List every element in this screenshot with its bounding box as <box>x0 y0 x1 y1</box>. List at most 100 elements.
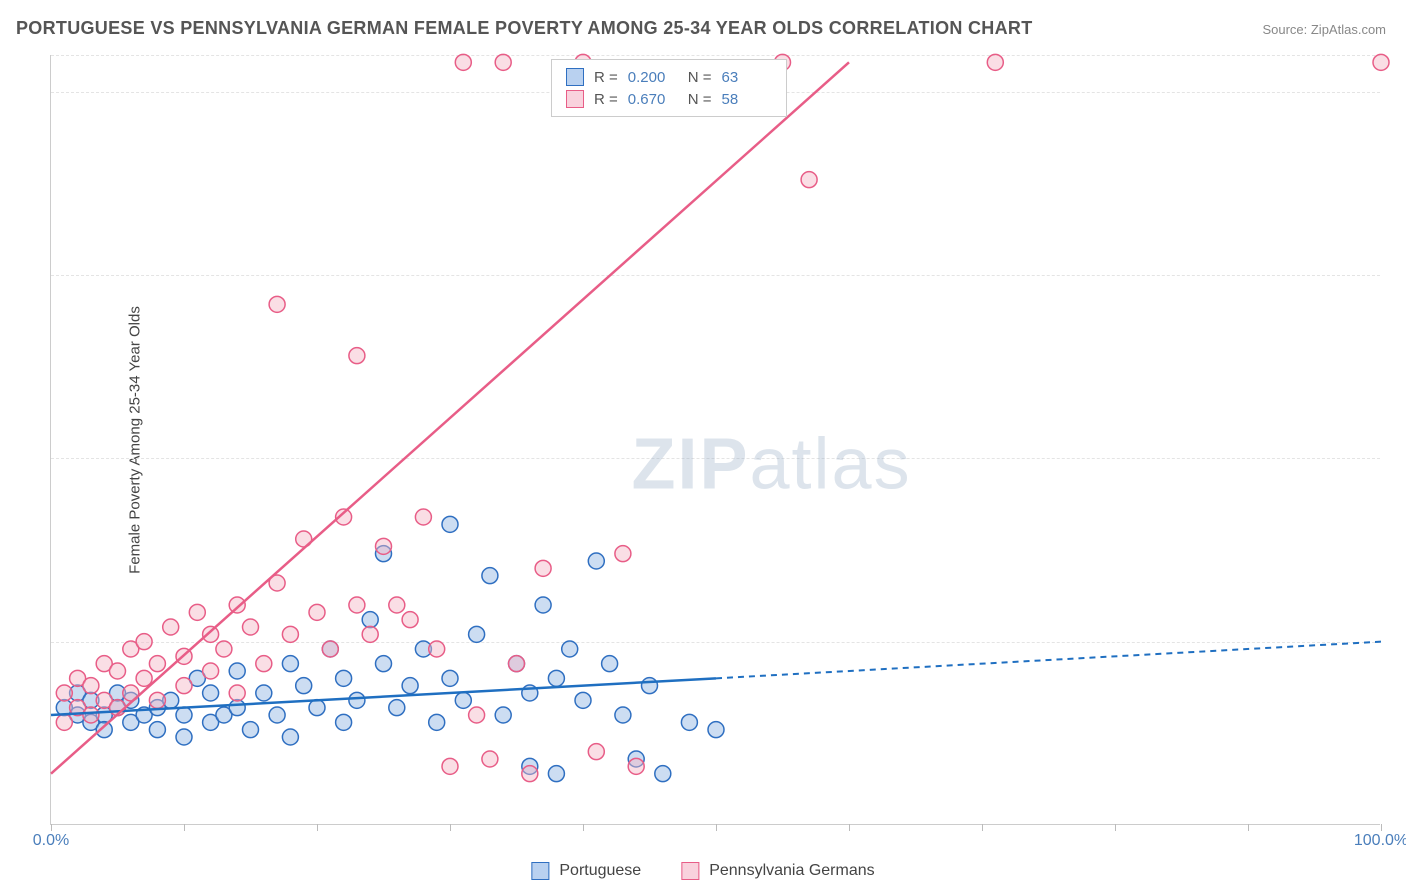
legend-swatch <box>681 862 699 880</box>
data-point <box>243 619 259 635</box>
data-point <box>522 766 538 782</box>
data-point <box>801 172 817 188</box>
data-point <box>495 54 511 70</box>
data-point <box>402 678 418 694</box>
data-point <box>495 707 511 723</box>
data-point <box>149 656 165 672</box>
data-point <box>548 766 564 782</box>
data-point <box>376 538 392 554</box>
data-point <box>176 729 192 745</box>
data-point <box>655 766 671 782</box>
data-point <box>389 700 405 716</box>
data-point <box>136 670 152 686</box>
data-point <box>442 516 458 532</box>
plot-area: Female Poverty Among 25-34 Year Olds 25.… <box>50 55 1380 825</box>
data-point <box>282 626 298 642</box>
x-tick <box>849 824 850 831</box>
n-value: 63 <box>722 69 772 86</box>
data-point <box>562 641 578 657</box>
data-point <box>149 692 165 708</box>
source-label: Source: ZipAtlas.com <box>1262 22 1386 37</box>
n-label: N = <box>688 91 712 108</box>
stats-legend-row: R =0.200N =63 <box>566 66 772 88</box>
stats-legend-row: R =0.670N =58 <box>566 88 772 110</box>
trend-line <box>51 62 849 773</box>
stats-legend: R =0.200N =63R =0.670N =58 <box>551 59 787 117</box>
chart-title: PORTUGUESE VS PENNSYLVANIA GERMAN FEMALE… <box>16 18 1033 39</box>
data-point <box>256 656 272 672</box>
data-point <box>535 597 551 613</box>
data-point <box>309 604 325 620</box>
r-value: 0.670 <box>628 91 678 108</box>
x-tick <box>450 824 451 831</box>
data-point <box>362 612 378 628</box>
data-point <box>282 729 298 745</box>
data-point <box>588 553 604 569</box>
data-point <box>176 678 192 694</box>
data-point <box>455 54 471 70</box>
legend-swatch <box>566 68 584 86</box>
data-point <box>229 663 245 679</box>
data-point <box>56 685 72 701</box>
data-point <box>309 700 325 716</box>
trend-line-extrapolated <box>716 642 1381 679</box>
data-point <box>987 54 1003 70</box>
data-point <box>256 685 272 701</box>
x-tick <box>982 824 983 831</box>
data-point <box>216 641 232 657</box>
x-tick <box>1248 824 1249 831</box>
data-point <box>203 685 219 701</box>
data-point <box>615 546 631 562</box>
data-point <box>322 641 338 657</box>
data-point <box>376 656 392 672</box>
data-point <box>336 714 352 730</box>
data-point <box>455 692 471 708</box>
legend-item: Pennsylvania Germans <box>681 862 874 880</box>
data-point <box>269 296 285 312</box>
x-tick <box>583 824 584 831</box>
r-label: R = <box>594 91 618 108</box>
data-point <box>110 663 126 679</box>
data-point <box>203 663 219 679</box>
data-point <box>1373 54 1389 70</box>
scatter-svg <box>51 55 1380 824</box>
data-point <box>362 626 378 642</box>
legend-series-label: Pennsylvania Germans <box>709 862 874 880</box>
data-point <box>429 714 445 730</box>
data-point <box>149 722 165 738</box>
data-point <box>642 678 658 694</box>
data-point <box>548 670 564 686</box>
data-point <box>336 670 352 686</box>
legend-swatch <box>531 862 549 880</box>
data-point <box>509 656 525 672</box>
data-point <box>615 707 631 723</box>
data-point <box>243 722 259 738</box>
data-point <box>229 685 245 701</box>
data-point <box>482 751 498 767</box>
x-tick <box>1381 824 1382 831</box>
x-tick <box>184 824 185 831</box>
data-point <box>229 700 245 716</box>
x-tick-label: 100.0% <box>1354 832 1406 850</box>
r-label: R = <box>594 69 618 86</box>
data-point <box>708 722 724 738</box>
data-point <box>482 568 498 584</box>
data-point <box>83 707 99 723</box>
data-point <box>469 707 485 723</box>
data-point <box>442 670 458 686</box>
data-point <box>269 707 285 723</box>
data-point <box>163 619 179 635</box>
data-point <box>83 678 99 694</box>
data-point <box>189 604 205 620</box>
data-point <box>349 597 365 613</box>
data-point <box>282 656 298 672</box>
data-point <box>575 692 591 708</box>
chart-container: PORTUGUESE VS PENNSYLVANIA GERMAN FEMALE… <box>0 0 1406 892</box>
data-point <box>229 597 245 613</box>
x-tick-label: 0.0% <box>33 832 69 850</box>
legend-series-label: Portuguese <box>559 862 641 880</box>
x-tick <box>1115 824 1116 831</box>
data-point <box>203 626 219 642</box>
series-legend: Portuguese Pennsylvania Germans <box>531 862 874 880</box>
data-point <box>442 758 458 774</box>
